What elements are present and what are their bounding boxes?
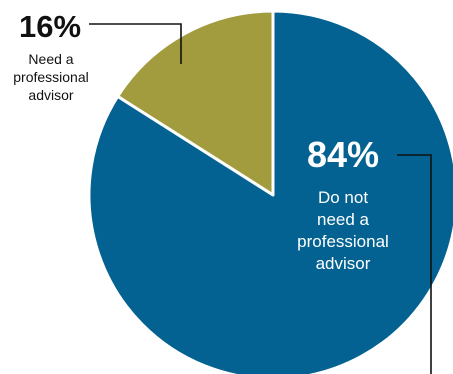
slice-label-no-advisor-line-1: Do not [318,188,368,207]
slice-label-no-advisor-line-4: advisor [316,254,371,273]
slice-label-need-advisor-line-3: advisor [28,87,73,103]
slice-label-need-advisor-line-2: professional [13,69,89,85]
slice-value-label-no-advisor: 84% [307,134,379,175]
slice-value-label-need-advisor: 16% [19,9,81,44]
pie-slices [87,9,453,374]
slice-label-no-advisor-line-3: professional [297,232,389,251]
leader-line-no-advisor [397,154,432,374]
pie-slice-need-advisor [116,9,275,197]
slice-label-no-advisor-line-2: need a [317,210,370,229]
slice-label-need-advisor-line-1: Need a [28,51,73,67]
leader-line-need-advisor [89,23,182,64]
pie-slice-no-advisor [87,9,453,374]
